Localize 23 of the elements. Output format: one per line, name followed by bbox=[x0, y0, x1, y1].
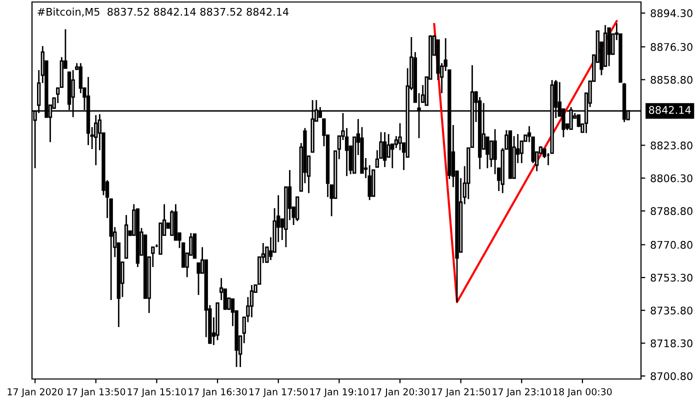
y-tick-label: 8876.30 bbox=[650, 43, 692, 51]
x-tick-label: 17 Jan 15:10 bbox=[128, 388, 186, 398]
y-tick-label: 8823.80 bbox=[650, 142, 692, 150]
x-tick-label: 17 Jan 16:30 bbox=[188, 388, 247, 398]
x-tick-label: 17 Jan 21:50 bbox=[432, 388, 490, 398]
x-tick-label: 17 Jan 19:10 bbox=[310, 388, 368, 398]
y-tick-label: 8735.80 bbox=[650, 306, 692, 314]
x-tick-label: 17 Jan 17:50 bbox=[249, 388, 308, 398]
y-tick-label: 8894.30 bbox=[650, 9, 692, 18]
y-tick-label: 8858.80 bbox=[650, 76, 692, 84]
chart-title: #Bitcoin,M5 8837.52 8842.14 8837.52 8842.14 bbox=[38, 8, 289, 17]
y-tick-label: 8700.80 bbox=[650, 372, 692, 380]
ref-line-label: 8842.14 bbox=[649, 106, 691, 114]
x-tick-label: 17 Jan 2020 bbox=[8, 388, 63, 398]
y-tick-label: 8753.30 bbox=[650, 274, 692, 282]
y-tick-label: 8806.30 bbox=[650, 174, 692, 182]
x-tick-label: 17 Jan 20:30 bbox=[371, 388, 430, 398]
x-tick-label: 18 Jan 00:30 bbox=[554, 388, 612, 398]
x-tick-label: 17 Jan 23:10 bbox=[492, 388, 551, 398]
x-tick-label: 17 Jan 13:50 bbox=[67, 388, 126, 398]
y-tick-label: 8788.80 bbox=[650, 207, 692, 216]
y-tick-label: 8718.30 bbox=[650, 339, 692, 348]
y-tick-label: 8770.80 bbox=[650, 240, 692, 249]
